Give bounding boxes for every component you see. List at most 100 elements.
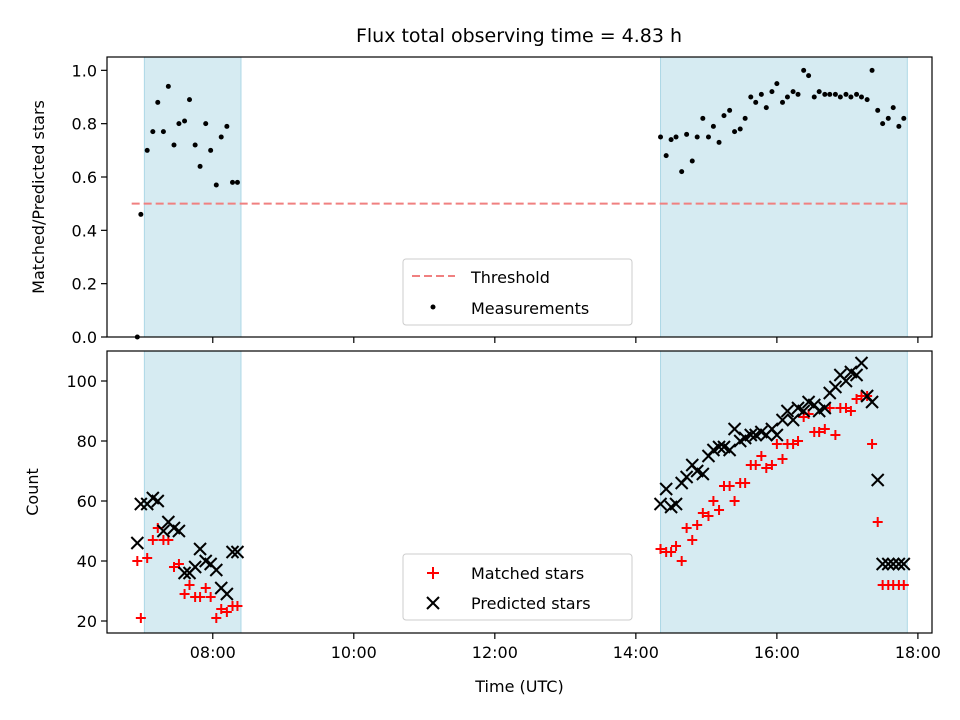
predicted-star-stroke <box>177 566 192 580</box>
predicted-star-point <box>775 413 790 427</box>
predicted-stars-points <box>130 356 911 601</box>
measurement-point <box>758 91 764 97</box>
measurement-point <box>663 153 669 159</box>
predicted-star-stroke <box>791 401 805 415</box>
predicted-star-stroke <box>844 365 858 379</box>
matched-star-point <box>221 607 232 617</box>
bottom-y-ticks: 20 40 60 80 100 <box>66 372 107 631</box>
measurement-point <box>218 134 224 140</box>
predicted-star-stroke <box>722 443 737 457</box>
matched-star-point <box>147 535 158 545</box>
legend-predicted-swatch <box>426 596 440 610</box>
predicted-star-stroke <box>780 404 795 418</box>
bottom-plot-frame <box>106 350 933 634</box>
legend-measurements-swatch <box>430 304 436 310</box>
x-tick-label: 16:00 <box>754 643 800 662</box>
predicted-star-point <box>849 368 864 382</box>
matched-star-point <box>671 541 682 551</box>
predicted-star-point <box>727 422 742 436</box>
matched-star-point <box>771 439 782 449</box>
predicted-star-point <box>151 494 165 508</box>
predicted-star-point <box>854 356 869 370</box>
predicted-star-point <box>156 524 171 538</box>
predicted-star-stroke <box>679 470 694 484</box>
measurement-point <box>763 105 769 111</box>
measurement-point <box>165 83 171 89</box>
predicted-star-point <box>653 497 668 511</box>
y-tick-label: 0.2 <box>72 275 97 294</box>
predicted-star-point <box>696 467 710 481</box>
predicted-star-stroke <box>690 464 704 478</box>
measurement-point <box>890 105 896 111</box>
matched-star-point <box>195 592 206 602</box>
predicted-star-stroke <box>696 467 710 481</box>
measurement-point <box>192 142 198 148</box>
legend-measurements-label: Measurements <box>471 299 589 318</box>
measurement-point <box>875 107 881 113</box>
y-tick-label: 1.0 <box>72 61 97 80</box>
measurement-point <box>187 97 192 103</box>
measurement-point <box>155 99 161 105</box>
predicted-star-point <box>679 470 694 484</box>
measurement-point <box>801 67 807 73</box>
bottom-panel: 20 40 60 80 100 08:00 10:00 12:00 14:00 16:00 18:… <box>23 350 941 696</box>
measurement-point <box>684 131 690 137</box>
matched-star-point <box>676 556 687 566</box>
top-x-ticks <box>212 337 919 343</box>
predicted-star-point <box>130 536 145 550</box>
measurement-point <box>748 94 754 100</box>
y-tick-label: 0.4 <box>72 221 97 240</box>
measurement-point <box>176 121 182 127</box>
shaded-interval <box>143 56 242 338</box>
measurement-point <box>901 115 907 121</box>
predicted-star-point <box>177 566 192 580</box>
measurement-point <box>896 123 902 129</box>
x-tick-label: 14:00 <box>613 643 659 662</box>
y-tick-label: 0.8 <box>72 115 97 134</box>
predicted-star-stroke <box>875 557 890 571</box>
predicted-star-stroke <box>796 404 811 418</box>
predicted-star-point <box>669 497 683 511</box>
matched-star-point <box>761 463 772 473</box>
matched-star-point <box>179 589 190 599</box>
predicted-star-point <box>886 557 900 571</box>
predicted-star-point <box>659 482 673 496</box>
y-tick-label: 20 <box>77 612 97 631</box>
legend-matched-label: Matched stars <box>471 564 584 583</box>
predicted-star-point <box>897 557 911 571</box>
measurement-point <box>885 115 891 121</box>
measurement-point <box>790 89 796 95</box>
measurement-point <box>700 115 706 121</box>
predicted-star-point <box>875 557 890 571</box>
x-tick-label: 18:00 <box>895 643 941 662</box>
measurement-point <box>197 163 203 169</box>
predicted-star-stroke <box>828 380 843 394</box>
predicted-star-point <box>839 374 853 388</box>
predicted-star-stroke <box>801 395 816 409</box>
predicted-star-stroke <box>865 395 879 409</box>
predicted-star-point <box>134 497 148 511</box>
measurement-point <box>854 91 860 97</box>
measurement-point <box>727 107 733 113</box>
matched-star-point <box>845 406 856 416</box>
measurement-point <box>843 91 849 97</box>
y-tick-label: 80 <box>77 432 97 451</box>
measurement-point <box>171 142 177 148</box>
predicted-star-point <box>786 413 800 427</box>
predicted-star-stroke <box>156 524 171 538</box>
predicted-star-stroke <box>839 374 853 388</box>
matched-star-point <box>714 505 725 515</box>
predicted-star-stroke <box>849 368 864 382</box>
predicted-star-stroke <box>775 413 790 427</box>
matched-star-point <box>135 613 146 623</box>
measurement-point <box>769 89 775 95</box>
measurement-point <box>784 94 790 100</box>
predicted-star-stroke <box>225 545 240 559</box>
predicted-star-point <box>193 542 207 556</box>
measurement-point <box>864 97 870 103</box>
predicted-star-point <box>870 473 885 487</box>
predicted-star-stroke <box>727 422 742 436</box>
measurement-point <box>742 115 748 121</box>
measurement-point <box>816 89 822 95</box>
